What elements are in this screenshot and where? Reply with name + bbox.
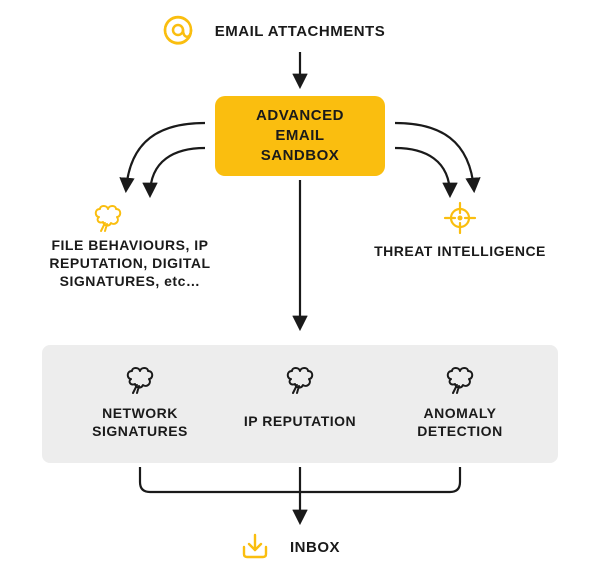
download-icon bbox=[244, 535, 266, 557]
right-feed-label: THREAT INTELLIGENCE bbox=[374, 243, 546, 259]
panel-item-2-line1: ANOMALY bbox=[424, 405, 497, 421]
left-feed-line1: FILE BEHAVIOURS, IP bbox=[51, 237, 208, 253]
email-attachments-label: EMAIL ATTACHMENTS bbox=[215, 23, 385, 40]
sandbox-line3: SANDBOX bbox=[261, 147, 340, 164]
at-icon bbox=[165, 17, 191, 43]
arc-left-up bbox=[150, 148, 205, 195]
sandbox-line2: EMAIL bbox=[275, 127, 324, 144]
email-security-flowchart: EMAIL ATTACHMENTS ADVANCED EMAIL SANDBOX… bbox=[0, 0, 600, 571]
crosshair-icon bbox=[445, 203, 475, 233]
inbox-label: INBOX bbox=[290, 539, 340, 556]
panel-item-0-line2: SIGNATURES bbox=[92, 423, 188, 439]
arc-right-up bbox=[395, 148, 450, 195]
brain-icon bbox=[96, 206, 121, 231]
sandbox-line1: ADVANCED bbox=[256, 107, 344, 124]
panel-item-0-line1: NETWORK bbox=[102, 405, 178, 421]
arc-right-down bbox=[395, 123, 474, 190]
panel-item-1-line1: IP REPUTATION bbox=[244, 413, 356, 429]
analysis-panel bbox=[42, 345, 558, 463]
left-feed-line3: SIGNATURES, etc… bbox=[60, 273, 201, 289]
panel-item-2-line2: DETECTION bbox=[417, 423, 502, 439]
left-feed-line2: REPUTATION, DIGITAL bbox=[49, 255, 210, 271]
arc-left-down bbox=[126, 123, 205, 190]
